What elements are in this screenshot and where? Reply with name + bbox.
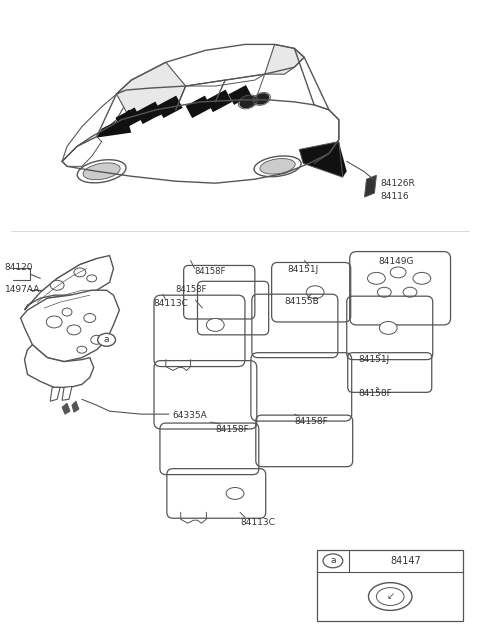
Ellipse shape — [83, 163, 120, 180]
Bar — [228, 85, 252, 105]
Ellipse shape — [65, 297, 75, 304]
Ellipse shape — [87, 275, 96, 281]
Ellipse shape — [413, 273, 431, 284]
Ellipse shape — [403, 287, 417, 297]
Text: 84155B: 84155B — [285, 297, 319, 306]
Ellipse shape — [50, 280, 64, 290]
Ellipse shape — [306, 286, 324, 299]
Ellipse shape — [226, 488, 244, 500]
Text: 84149G: 84149G — [378, 257, 414, 266]
Ellipse shape — [254, 93, 269, 105]
Polygon shape — [62, 386, 72, 400]
Text: ↙: ↙ — [386, 592, 394, 602]
Ellipse shape — [97, 333, 116, 346]
Ellipse shape — [260, 158, 295, 174]
Ellipse shape — [254, 156, 301, 177]
Bar — [206, 89, 232, 112]
Ellipse shape — [368, 273, 385, 284]
Text: 84158F: 84158F — [216, 425, 249, 434]
Polygon shape — [50, 387, 60, 401]
Text: 84158F: 84158F — [294, 417, 328, 426]
Bar — [157, 96, 183, 118]
Polygon shape — [21, 290, 120, 361]
Polygon shape — [364, 175, 376, 197]
Text: 64335A: 64335A — [173, 411, 207, 420]
Ellipse shape — [46, 316, 62, 328]
Polygon shape — [24, 256, 113, 310]
Text: 84120: 84120 — [5, 264, 33, 273]
Text: 84151J: 84151J — [288, 266, 319, 275]
Text: 84113C: 84113C — [240, 518, 275, 527]
Text: 84116: 84116 — [380, 192, 409, 201]
Polygon shape — [264, 44, 304, 74]
Text: 84158F: 84158F — [194, 268, 226, 276]
Ellipse shape — [77, 160, 126, 183]
Polygon shape — [117, 62, 186, 118]
Bar — [136, 101, 162, 124]
Bar — [186, 96, 211, 118]
Bar — [317, 550, 463, 621]
Text: 1497AA: 1497AA — [5, 285, 40, 294]
Text: 84126R: 84126R — [380, 179, 415, 188]
Text: a: a — [104, 335, 109, 344]
Text: 84147: 84147 — [391, 556, 421, 566]
Ellipse shape — [323, 554, 343, 568]
Bar — [116, 108, 141, 130]
Ellipse shape — [74, 268, 86, 277]
Text: 84158F: 84158F — [359, 389, 392, 398]
Ellipse shape — [390, 267, 406, 278]
Ellipse shape — [62, 308, 72, 316]
Ellipse shape — [379, 321, 397, 334]
Ellipse shape — [369, 583, 412, 611]
Ellipse shape — [77, 346, 87, 353]
Ellipse shape — [84, 314, 96, 323]
Ellipse shape — [240, 96, 256, 108]
Text: a: a — [330, 557, 336, 566]
Ellipse shape — [91, 335, 103, 344]
Polygon shape — [300, 141, 347, 178]
Polygon shape — [72, 401, 79, 412]
Polygon shape — [96, 110, 133, 138]
Ellipse shape — [67, 325, 81, 335]
Text: 84151J: 84151J — [359, 354, 390, 364]
Text: 84113C: 84113C — [153, 299, 188, 308]
Ellipse shape — [377, 287, 391, 297]
Polygon shape — [62, 403, 70, 414]
Ellipse shape — [206, 318, 224, 332]
Text: 84158F: 84158F — [176, 285, 207, 294]
Polygon shape — [24, 345, 94, 387]
